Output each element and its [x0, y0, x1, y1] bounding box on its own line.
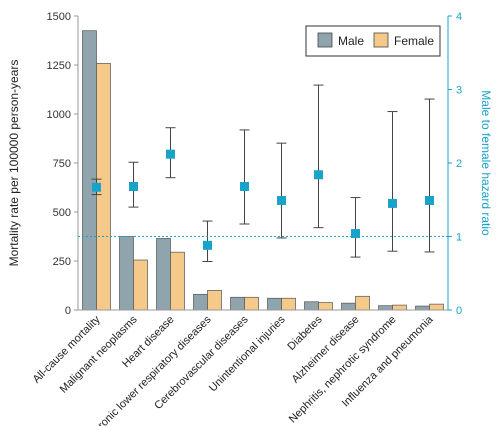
left-axis-ticks: 0 250 500 750 1000 1250 1500 — [47, 11, 78, 317]
right-axis-ticks: 0 1 2 3 4 — [448, 11, 462, 317]
left-tick-label: 0 — [65, 305, 71, 317]
hazard-ratio-marker — [277, 195, 286, 205]
left-tick-label: 250 — [53, 256, 71, 268]
bars — [82, 30, 444, 311]
y2-axis-title: Male to female hazard ratio — [479, 90, 493, 236]
category-label: Unintentional injuries — [207, 313, 288, 394]
bar-male — [156, 238, 171, 311]
bar-male — [119, 236, 134, 311]
bar-female — [281, 297, 296, 311]
category-label: Alzheimer disease — [290, 314, 362, 386]
bar-male — [230, 296, 245, 311]
bar-female — [170, 251, 185, 311]
bar-male — [415, 305, 430, 311]
hazard-ratio-marker — [240, 182, 249, 192]
hazard-ratio-marker — [351, 229, 360, 239]
y-axis-title: Mortality rate per 100000 person-years — [7, 60, 21, 267]
hazard-ratio-marker — [425, 195, 434, 205]
right-tick-label: 0 — [456, 305, 462, 317]
category-label: All-cause mortality — [31, 313, 103, 385]
bar-male — [193, 293, 208, 311]
right-tick-label: 1 — [456, 232, 462, 244]
bar-female — [429, 303, 444, 311]
hazard-ratio-marker — [314, 170, 323, 180]
right-tick-label: 2 — [456, 158, 462, 170]
right-tick-label: 3 — [456, 85, 462, 97]
legend-swatch-female — [373, 32, 389, 48]
hazard-ratio-marker — [388, 198, 397, 208]
legend-swatch-male — [317, 32, 333, 48]
hazard-ratio-marker — [92, 182, 101, 192]
bar-female — [318, 302, 333, 311]
hazard-ratio-marker — [203, 240, 212, 250]
bar-male — [341, 302, 356, 311]
bar-female — [244, 296, 259, 311]
left-tick-label: 1500 — [47, 11, 71, 23]
bar-male — [267, 297, 282, 311]
left-tick-label: 1250 — [47, 60, 71, 72]
left-tick-label: 500 — [53, 207, 71, 219]
hazard-ratio-markers — [91, 84, 435, 262]
legend: Male Female — [305, 25, 441, 57]
bar-male — [82, 30, 97, 311]
bar-female — [207, 290, 222, 311]
bar-female — [133, 259, 148, 311]
hazard-ratio-marker — [129, 182, 138, 192]
hazard-ratio-marker — [166, 149, 175, 159]
left-tick-label: 750 — [53, 158, 71, 170]
bar-female — [392, 304, 407, 311]
bar-male — [304, 301, 319, 311]
legend-label-female: Female — [394, 34, 434, 48]
legend-label-male: Male — [338, 34, 364, 48]
right-tick-label: 4 — [456, 11, 462, 23]
bar-male — [378, 305, 393, 311]
bar-female — [355, 295, 370, 311]
left-tick-label: 1000 — [47, 109, 71, 121]
